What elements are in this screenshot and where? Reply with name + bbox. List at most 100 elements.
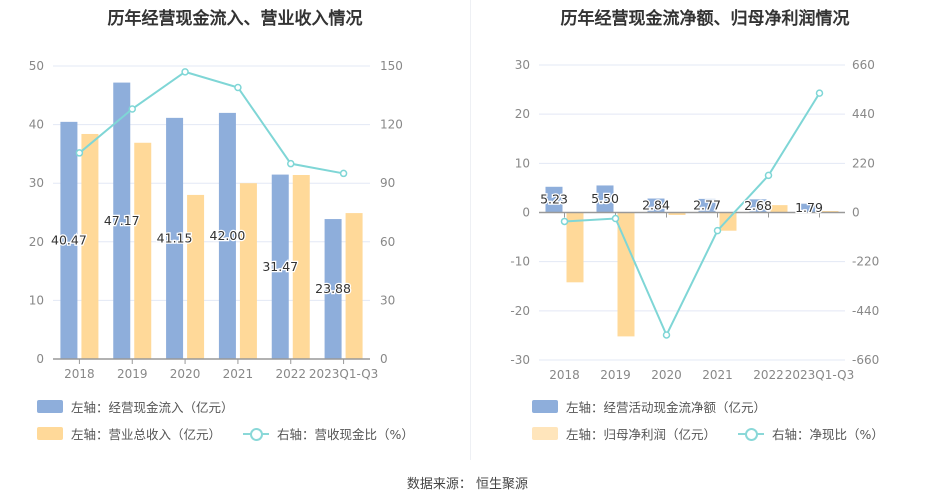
y-tick-label: 10 [515,156,530,170]
x-tick-label: 2018 [64,367,95,381]
x-tick-label: 2019 [117,367,148,381]
bar-orange [345,213,363,359]
bar-blue [166,117,184,360]
bar-orange [239,183,257,359]
y-tick-label: 30 [515,58,530,72]
y2-tick-label: -440 [852,304,879,318]
bar-orange [566,212,584,283]
y2-tick-label: 120 [380,118,403,132]
y2-tick-label: -660 [852,353,879,367]
y2-tick-label: 0 [380,352,388,366]
y2-tick-label: 220 [852,156,875,170]
bar-blue [271,174,289,359]
x-tick-label: 2021 [702,368,733,382]
y2-tick-label: 0 [852,206,860,220]
legend-item-net-profit[interactable]: 左轴：归母净利润（亿元） [532,424,716,443]
bar-blue [218,112,236,359]
x-tick-label: 2022 [275,367,306,381]
y-tick-label: 30 [29,176,44,190]
bar-value-label: 5.23 [540,192,568,207]
bar-blue [545,186,563,213]
y-tick-label: 20 [515,107,530,121]
y2-tick-label: 60 [380,235,395,249]
y2-tick-label: 660 [852,58,875,72]
ratio-point [815,89,824,97]
ratio-line [564,92,821,338]
legend-item-revenue-cash-ratio[interactable]: 右轴：营收现金比（%） [243,424,414,443]
bar-value-label: 41.15 [157,230,193,245]
bar-blue [113,82,131,359]
ratio-point [560,217,569,226]
legend-label: 左轴：营业总收入（亿元） [71,427,222,442]
y2-tick-label: 440 [852,107,875,121]
ratio-point [181,68,189,76]
legend-swatch-blue [532,400,558,413]
bar-value-label: 2.84 [642,198,670,213]
bar-value-label: 47.17 [104,213,140,228]
x-tick-label: 2023Q1-Q3 [309,367,378,381]
ratio-point [764,171,773,180]
bar-blue [324,219,342,359]
y2-tick-label: 90 [380,176,395,190]
legend-label: 右轴：营收现金比（%） [277,427,414,442]
x-tick-label: 2023Q1-Q3 [785,368,854,382]
y2-tick-label: 30 [380,293,395,307]
bar-value-label: 1.79 [795,200,823,215]
x-tick-label: 2018 [549,368,580,382]
bar-orange [719,212,737,231]
legend-swatch-orange [37,427,63,440]
y-tick-label: 40 [29,118,44,132]
y2-tick-label: 150 [380,59,403,73]
ratio-point [75,149,84,157]
left-chart-title: 历年经营现金流入、营业收入情况 [107,9,363,29]
bar-orange [187,194,205,359]
ratio-point [611,214,620,223]
ratio-point [234,83,242,92]
bar-value-label: 40.47 [51,232,87,247]
right-chart-title: 历年经营现金流净额、归母净利润情况 [560,9,850,29]
legend-swatch-blue [37,400,63,413]
bar-value-label: 31.47 [262,259,298,274]
legend-item-net-cash-ratio[interactable]: 右轴：净现比（%） [738,424,884,443]
bar-blue [647,198,665,213]
legend-item-net-cash-flow[interactable]: 左轴：经营活动现金流净额（亿元） [532,397,766,416]
bar-orange [134,142,152,359]
legend-label: 左轴：经营活动现金流净额（亿元） [566,400,767,415]
legend-item-revenue[interactable]: 左轴：营业总收入（亿元） [37,424,221,443]
bar-value-label: 23.88 [315,281,351,296]
legend-swatch-orange [532,427,558,440]
bar-blue [596,185,614,213]
bar-blue [800,203,818,213]
bar-value-label: 5.50 [591,191,619,206]
ratio-point [713,226,722,235]
y-tick-label: -30 [510,353,530,367]
bar-orange [617,212,635,337]
bar-value-label: 2.77 [693,198,721,213]
bar-blue [698,198,716,213]
bar-orange [81,133,99,359]
legend-label: 左轴：经营现金流入（亿元） [71,400,234,415]
bar-orange [770,205,788,213]
bar-blue [60,121,78,360]
x-tick-label: 2019 [600,368,631,382]
y-tick-label: 0 [522,206,530,220]
data-source: 数据来源： 恒生聚源 [406,477,529,492]
y-tick-label: 20 [29,235,44,249]
legend-line-icon [738,427,764,441]
divider [470,0,471,460]
y-tick-label: 50 [29,59,44,73]
ratio-line [78,70,344,175]
legend-line-icon [243,427,269,441]
bar-value-label: 2.68 [744,198,772,213]
bar-orange [292,174,310,359]
x-tick-label: 2022 [753,368,784,382]
y-tick-label: 10 [29,293,44,307]
bar-value-label: 42.00 [210,228,246,243]
legend-item-cash-inflow[interactable]: 左轴：经营现金流入（亿元） [37,397,234,416]
x-tick-label: 2020 [170,367,201,381]
y-tick-label: -20 [510,304,530,318]
ratio-point [662,331,671,339]
legend-label: 右轴：净现比（%） [772,427,884,442]
